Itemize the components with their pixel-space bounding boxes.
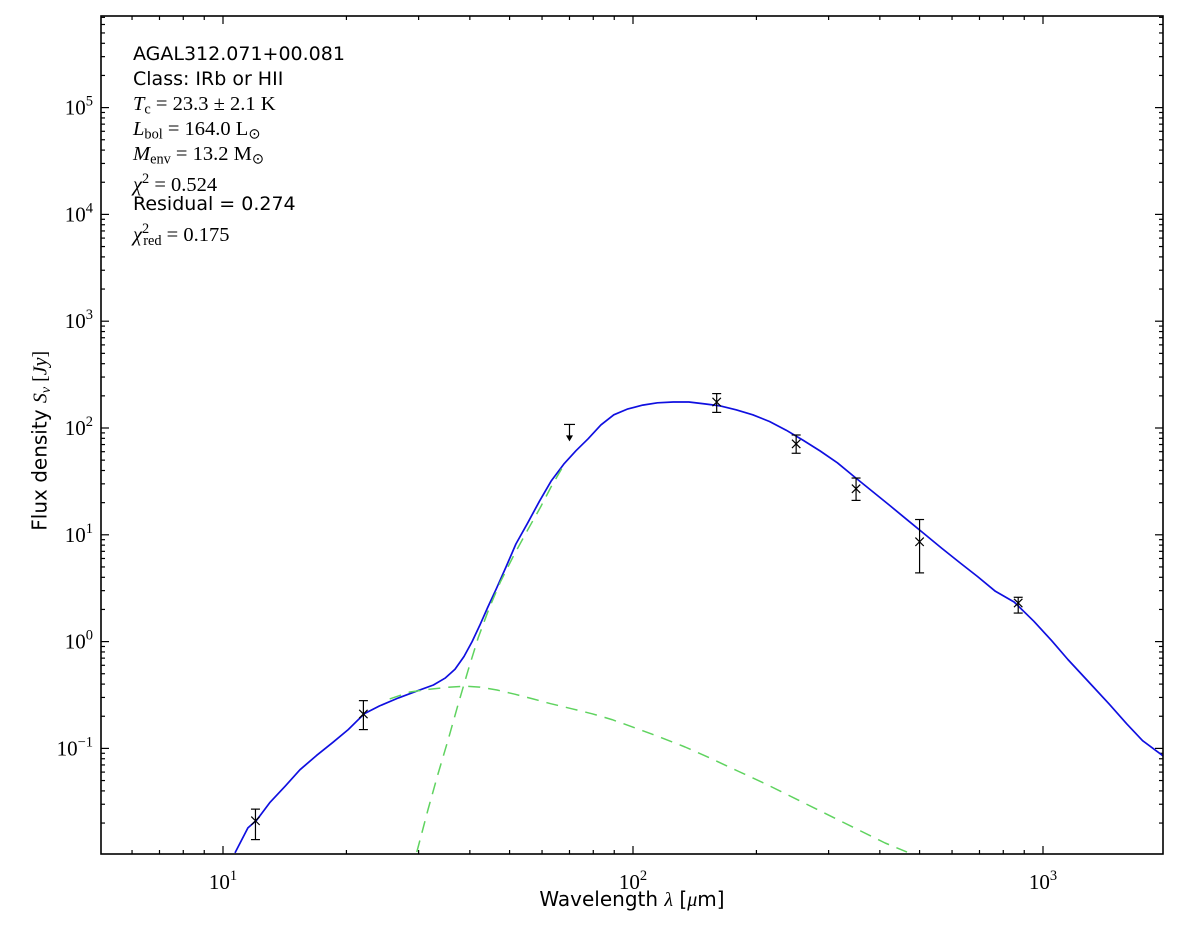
y-tick-label: 10−1 (57, 734, 93, 760)
text-segment: ν (38, 386, 54, 394)
text-segment: L (133, 118, 145, 140)
annotation-envelope-mass: Menv = 13.2 M⊙ (133, 142, 345, 168)
down-arrow-icon (565, 435, 573, 442)
data-point-12um (250, 808, 261, 841)
x-marker (914, 537, 925, 547)
y-axis-label: Flux density Sν [Jy] (27, 335, 55, 547)
cold-envelope-component-curve (416, 464, 565, 853)
annotation-chi-squared-reduced: χ2red = 0.175 (133, 217, 345, 249)
text-segment: = 23.3 ± 2.1 K (150, 93, 276, 115)
text-segment: [ (29, 375, 52, 387)
x-marker (712, 397, 722, 407)
x-marker (1013, 598, 1023, 608)
model-curves (234, 401, 1163, 854)
warm-component-curve (389, 685, 908, 853)
x-tick-label: 103 (1029, 868, 1057, 894)
y-tick-label: 104 (65, 200, 94, 226)
text-segment: λ (664, 889, 674, 911)
x-marker (358, 709, 369, 719)
text-segment: ] (29, 350, 52, 358)
y-tick-label: 100 (65, 628, 93, 654)
annotation-source-name: AGAL312.071+00.081 (133, 42, 345, 67)
text-segment: Class: IRb or HII (133, 68, 284, 90)
text-segment: bol (144, 126, 163, 143)
text-segment: = 13.2 M (170, 143, 252, 165)
annotation-block: AGAL312.071+00.081 Class: IRb or HII Tc = … (133, 42, 345, 249)
text-segment: T (133, 93, 145, 115)
plot-frame (100, 15, 1164, 855)
text-segment: ⊙ (251, 151, 264, 168)
upper-limit-70um (563, 423, 575, 442)
x-marker (851, 484, 861, 494)
y-tick-label: 105 (65, 94, 93, 120)
text-segment: env (150, 151, 171, 168)
total-model-fit-curve (234, 401, 1163, 854)
y-tick-label: 101 (65, 521, 93, 547)
annotation-class: Class: IRb or HII (133, 67, 345, 92)
tick-labels: 101 102 103 10−1 100 101 102 103 104 105 (57, 94, 1058, 894)
text-segment: χ (133, 223, 143, 246)
annotation-dust-temperature: Tc = 23.3 ± 2.1 K (133, 92, 345, 118)
text-segment: 2 (142, 221, 150, 237)
data-point-870um (1013, 596, 1023, 614)
text-segment: [ (673, 887, 688, 911)
text-segment: c (144, 101, 151, 118)
annotation-residual: Residual = 0.274 (133, 192, 345, 217)
x-marker (250, 816, 261, 826)
y-tick-label: 102 (65, 414, 93, 440)
text-segment: ⊙ (248, 126, 261, 143)
text-segment: Flux density (27, 403, 52, 531)
text-segment: AGAL312.071+00.081 (133, 43, 345, 65)
text-segment: red (143, 233, 162, 250)
x-axis-label: Wavelength λ [μm] (432, 887, 832, 912)
text-segment: = 164.0 L (162, 118, 249, 140)
text-segment: m] (697, 887, 725, 911)
y-tick-label: 103 (65, 307, 93, 333)
data-point-250um (791, 434, 801, 454)
annotation-bolometric-luminosity: Lbol = 164.0 L⊙ (133, 117, 345, 143)
text-segment: = 0.524 (149, 173, 218, 196)
text-segment: 2 (142, 171, 150, 187)
text-segment: Jy (29, 357, 52, 376)
data-point-22um (358, 700, 369, 731)
data-point-350um (851, 477, 861, 501)
text-segment: μ (687, 889, 698, 911)
x-tick-label: 101 (209, 868, 237, 894)
text-segment: χ (133, 173, 143, 196)
data-point-500um (914, 518, 925, 574)
x-marker (791, 439, 801, 449)
x-tick-label: 102 (619, 868, 647, 894)
text-segment: = 0.175 (161, 223, 230, 246)
text-segment: M (133, 143, 151, 165)
annotation-chi-squared: χ2 = 0.524 (133, 167, 345, 196)
text-segment: Residual = 0.274 (133, 193, 296, 215)
text-segment: S (29, 393, 52, 404)
data-point-160um (712, 392, 722, 413)
data-points (250, 392, 1023, 841)
text-segment: Wavelength (539, 887, 665, 911)
